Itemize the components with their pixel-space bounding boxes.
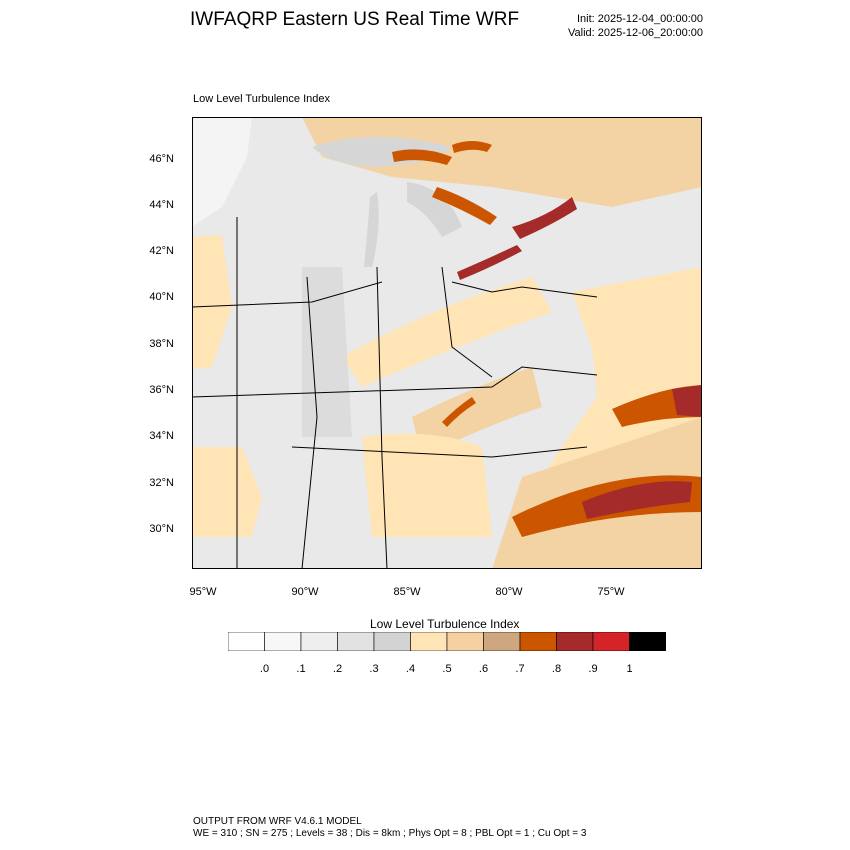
lat-label-44n: 44°N <box>149 199 174 211</box>
colorbar-tick-label: .6 <box>478 663 489 675</box>
lat-label-34n: 34°N <box>149 430 174 442</box>
state-boundaries <box>192 217 598 569</box>
lat-label-30n: 30°N <box>149 523 174 535</box>
lat-label-36n: 36°N <box>149 384 174 396</box>
colorbar-tick-label: .2 <box>332 663 343 675</box>
colorbar-tick-label: .5 <box>442 663 452 675</box>
lon-label-85w: 85°W <box>393 586 421 598</box>
ocean-red-patch-1 <box>672 385 702 417</box>
tan-region-west <box>192 235 232 369</box>
orange-north-2 <box>452 141 492 153</box>
tan-appalachian <box>412 367 542 457</box>
colorbar-swatch <box>519 632 557 651</box>
footer-model: OUTPUT FROM WRF V4.6.1 MODEL <box>193 816 362 827</box>
lake-michigan <box>364 192 379 267</box>
lat-label-42n: 42°N <box>149 245 174 257</box>
lake-erie <box>457 245 522 280</box>
colorbar-swatch <box>228 632 265 651</box>
colorbar-tick-label: 1 <box>626 663 633 675</box>
page-title: IWFAQRP Eastern US Real Time WRF <box>190 9 520 30</box>
orange-near-lake-huron <box>432 187 497 225</box>
lat-label-38n: 38°N <box>149 338 174 350</box>
lake-huron <box>407 182 462 237</box>
footer-settings: WE = 310 ; SN = 275 ; Levels = 38 ; Dis … <box>193 828 587 839</box>
colorbar-swatch <box>483 632 521 651</box>
lat-label-46n: 46°N <box>149 153 174 165</box>
lon-label-90w: 90°W <box>291 586 319 598</box>
tan-southeast <box>362 433 492 537</box>
colorbar <box>228 632 666 651</box>
orange-north-1 <box>392 149 452 165</box>
colorbar-tick-label: .3 <box>369 663 379 675</box>
colorbar-swatch <box>592 632 630 651</box>
gray-band-central <box>302 267 352 437</box>
lon-label-95w: 95°W <box>189 586 217 598</box>
lat-label-32n: 32°N <box>149 477 174 489</box>
colorbar-swatch <box>264 632 302 651</box>
colorbar-tick-label: .9 <box>588 663 598 675</box>
lon-label-80w: 80°W <box>495 586 523 598</box>
map-field-label: Low Level Turbulence Index <box>193 93 330 105</box>
colorbar-swatch <box>446 632 484 651</box>
lon-label-75w: 75°W <box>597 586 625 598</box>
lat-label-40n: 40°N <box>149 291 174 303</box>
turbulence-map <box>192 117 702 569</box>
colorbar-tick-label: .7 <box>515 663 525 675</box>
colorbar-tick-label: .1 <box>296 663 306 675</box>
tan-band-interior <box>342 277 552 387</box>
colorbar-title: Low Level Turbulence Index <box>370 617 520 631</box>
colorbar-tick-label: .4 <box>405 663 416 675</box>
pale-region-northwest <box>192 117 252 227</box>
ocean-red-patch-2 <box>582 481 692 519</box>
colorbar-swatch <box>629 632 666 651</box>
init-time: Init: 2025-12-04_00:00:00 <box>577 13 703 25</box>
colorbar-tick-label: .0 <box>259 663 270 675</box>
lake-ontario-turbulence <box>512 197 577 239</box>
map-frame <box>192 117 702 569</box>
colorbar-swatch <box>556 632 594 651</box>
colorbar-tick-label: .8 <box>551 663 562 675</box>
colorbar-swatch <box>410 632 448 651</box>
tan-region-west-south <box>192 447 262 537</box>
orange-appalachian-streak <box>442 397 476 427</box>
colorbar-swatch <box>300 632 338 651</box>
colorbar-swatch <box>373 632 411 651</box>
valid-time: Valid: 2025-12-06_20:00:00 <box>568 27 703 39</box>
colorbar-swatch <box>337 632 375 651</box>
